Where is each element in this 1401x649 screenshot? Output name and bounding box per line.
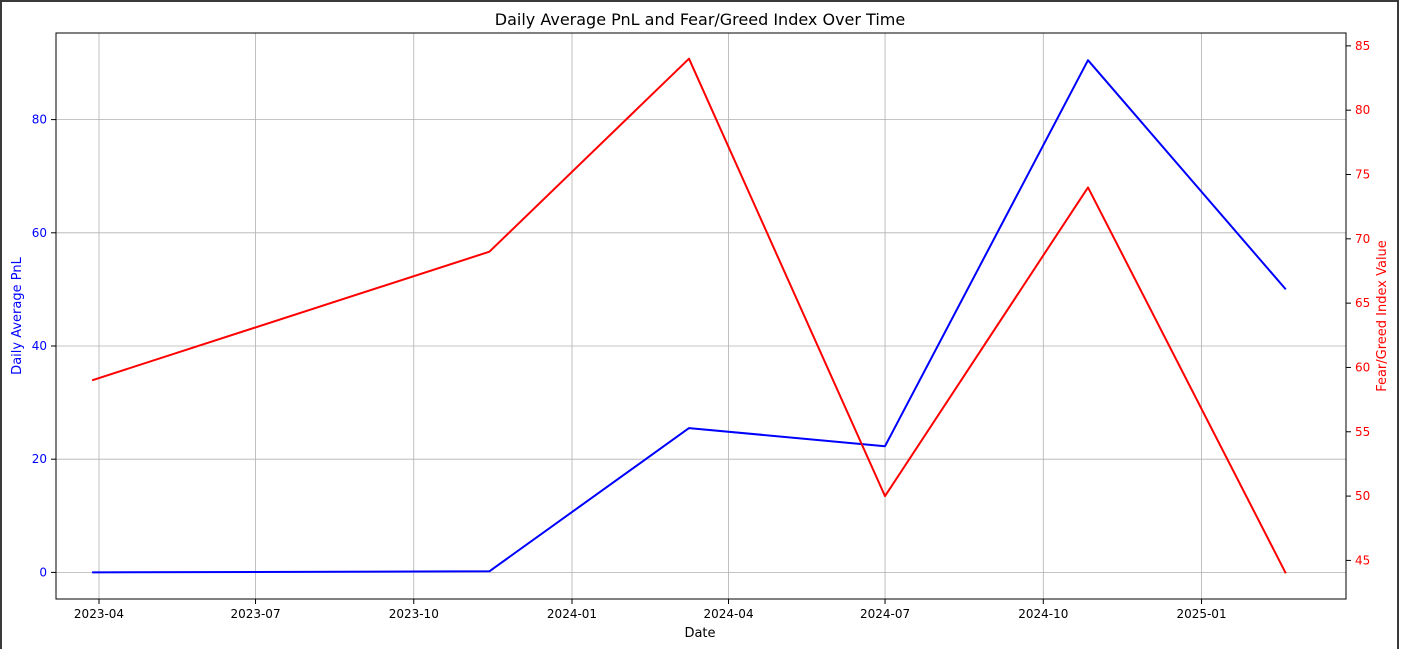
x-tick-label: 2025-01 — [1176, 607, 1226, 621]
plot-area-border — [55, 32, 1347, 600]
x-tick-label: 2024-10 — [1018, 607, 1068, 621]
y-left-tick-label: 60 — [32, 226, 47, 240]
y-right-tick-label: 45 — [1355, 553, 1370, 567]
x-tick-label: 2023-04 — [74, 607, 124, 621]
x-tick-label: 2024-01 — [547, 607, 597, 621]
y-right-tick-label: 85 — [1355, 39, 1370, 53]
x-axis-label: Date — [684, 626, 715, 641]
y-left-tick-label: 40 — [32, 339, 47, 353]
grid — [56, 33, 1346, 599]
y-left-tick-label: 0 — [39, 565, 47, 579]
series-lines — [91, 57, 1287, 574]
y-right-tick-label: 65 — [1355, 296, 1370, 310]
y-axis-right: 45 50 55 60 65 70 75 80 85 — [1346, 39, 1370, 567]
x-axis: 2023-04 2023-07 2023-10 2024-01 2024-04 2024-… — [74, 599, 1227, 621]
chart-title: Daily Average PnL and Fear/Greed Index O… — [495, 10, 905, 29]
y-right-tick-label: 60 — [1355, 360, 1370, 374]
x-tick-label: 2024-04 — [703, 607, 753, 621]
y-axis-left: 0 20 40 60 80 — [32, 113, 56, 579]
y-right-tick-label: 55 — [1355, 425, 1370, 439]
y-right-tick-label: 75 — [1355, 168, 1370, 182]
y-right-tick-label: 80 — [1355, 103, 1370, 117]
x-tick-label: 2024-07 — [860, 607, 910, 621]
fear-greed-line — [91, 57, 1287, 574]
y-right-tick-label: 50 — [1355, 489, 1370, 503]
y-axis-left-label: Daily Average PnL — [10, 256, 25, 374]
x-tick-label: 2023-07 — [230, 607, 280, 621]
y-left-tick-label: 80 — [32, 113, 47, 127]
pnl-line — [92, 59, 1287, 574]
y-axis-right-label: Fear/Greed Index Value — [1375, 240, 1390, 392]
x-tick-label: 2023-10 — [389, 607, 439, 621]
y-right-tick-label: 70 — [1355, 232, 1370, 246]
y-left-tick-label: 20 — [32, 452, 47, 466]
